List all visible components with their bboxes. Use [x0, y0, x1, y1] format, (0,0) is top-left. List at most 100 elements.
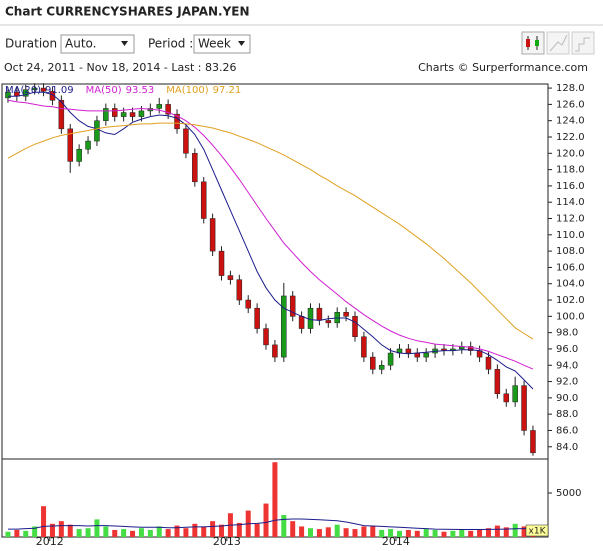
- volume-bar: [183, 528, 189, 537]
- candle-body: [272, 344, 278, 358]
- y-tick-label: 126.0: [556, 99, 585, 110]
- period-value[interactable]: Week: [198, 37, 231, 51]
- moving-average-line: [7, 99, 534, 370]
- volume-bar: [396, 530, 402, 537]
- volume-bar: [23, 530, 29, 537]
- volume-bar: [308, 528, 314, 537]
- candle-body: [227, 275, 234, 280]
- candle-body: [298, 316, 305, 329]
- volume-bar: [388, 529, 394, 537]
- volume-bar: [299, 526, 305, 537]
- candle-body: [111, 108, 118, 117]
- volume-bar: [503, 527, 509, 537]
- volume-bar: [112, 529, 118, 537]
- volume-bar: [32, 526, 38, 537]
- y-tick-label: 128.0: [556, 83, 585, 94]
- y-tick-label: 100.0: [556, 311, 585, 322]
- y-tick-label: 90.0: [556, 393, 578, 404]
- volume-bar: [236, 522, 242, 537]
- candle-body: [67, 128, 73, 162]
- duration-value[interactable]: Auto.: [65, 37, 96, 51]
- volume-bar: [219, 524, 225, 537]
- volume-bar: [138, 528, 144, 537]
- unit-badge: [525, 524, 549, 537]
- y-tick-label: 92.0: [556, 377, 578, 388]
- candle-body: [467, 346, 474, 351]
- legend-name: MA(50): [86, 85, 122, 96]
- y-tick-label: 86.0: [556, 425, 578, 436]
- candle-body: [94, 120, 100, 142]
- candle-body: [387, 352, 394, 366]
- volume-bar: [343, 528, 349, 537]
- candle-body: [200, 181, 207, 219]
- candle-body: [23, 89, 29, 97]
- volume-bar: [423, 529, 429, 537]
- period-label: Period :: [148, 37, 193, 51]
- dropdown-arrow: [238, 41, 245, 46]
- candle-body: [76, 148, 82, 162]
- volume-bar: [58, 521, 64, 537]
- candle-body: [325, 320, 332, 324]
- volume-bar: [192, 523, 198, 537]
- candle-body: [5, 91, 11, 99]
- volume-bar: [361, 526, 367, 537]
- legend-name: MA(20): [5, 85, 41, 96]
- y-tick-label: 106.0: [556, 262, 585, 273]
- period-select[interactable]: [193, 34, 251, 54]
- volume-bar: [459, 529, 465, 537]
- candle-icon[interactable]: [521, 31, 545, 55]
- y-tick-label: 108.0: [556, 246, 585, 257]
- candle-body: [85, 140, 91, 150]
- volume-bar: [272, 462, 278, 537]
- moving-average-line: [7, 122, 534, 340]
- candle-body: [307, 307, 314, 329]
- candle-body: [183, 128, 189, 154]
- volume-bar: [130, 530, 136, 537]
- volume-bar: [432, 529, 438, 537]
- candle-body: [49, 91, 56, 101]
- volume-average-line: [8, 518, 533, 530]
- volume-bar: [147, 529, 153, 537]
- candle-body: [165, 104, 171, 115]
- volume-bar: [405, 529, 411, 537]
- candle-body: [156, 104, 162, 109]
- line-icon[interactable]: [546, 31, 570, 55]
- candle-body: [138, 110, 145, 117]
- candle-body: [218, 250, 225, 276]
- y-tick-label: 94.0: [556, 360, 578, 371]
- dropdown-arrow: [121, 41, 128, 46]
- volume-bar: [450, 530, 456, 537]
- volume-bar: [94, 519, 100, 537]
- legend-value: 93.53: [126, 85, 155, 96]
- candle-body: [361, 336, 367, 358]
- volume-bar: [165, 529, 171, 537]
- volume-bar: [477, 529, 483, 537]
- y-tick-label: 116.0: [556, 181, 585, 192]
- candle-body: [263, 328, 269, 346]
- legend-name: MA(100): [166, 85, 208, 96]
- candle-body: [120, 112, 127, 117]
- candle-body: [236, 279, 243, 301]
- volume-bar: [263, 503, 269, 537]
- duration-select[interactable]: [60, 34, 135, 54]
- candle-body: [512, 385, 518, 403]
- volume-bar: [103, 526, 109, 537]
- x-tick-label: 2012: [36, 535, 64, 547]
- y2-tick-label: 5000: [556, 488, 581, 499]
- unit-label: x1K: [529, 527, 547, 537]
- volume-bar: [67, 524, 73, 537]
- candle-body: [352, 316, 358, 337]
- legend-value: 91.09: [45, 85, 74, 96]
- volume-bar: [468, 530, 474, 537]
- y-tick-label: 118.0: [556, 165, 585, 176]
- range-label: Oct 24, 2011 - Nov 18, 2014 - Last : 83.…: [4, 61, 236, 74]
- volume-bar: [441, 531, 447, 537]
- legend-value: 97.21: [213, 85, 242, 96]
- volume-bar: [49, 523, 55, 537]
- y-tick-label: 124.0: [556, 116, 585, 127]
- candle-body: [58, 100, 65, 130]
- volume-bar: [325, 527, 331, 537]
- step-icon[interactable]: [571, 31, 595, 55]
- volume-bar: [290, 521, 296, 537]
